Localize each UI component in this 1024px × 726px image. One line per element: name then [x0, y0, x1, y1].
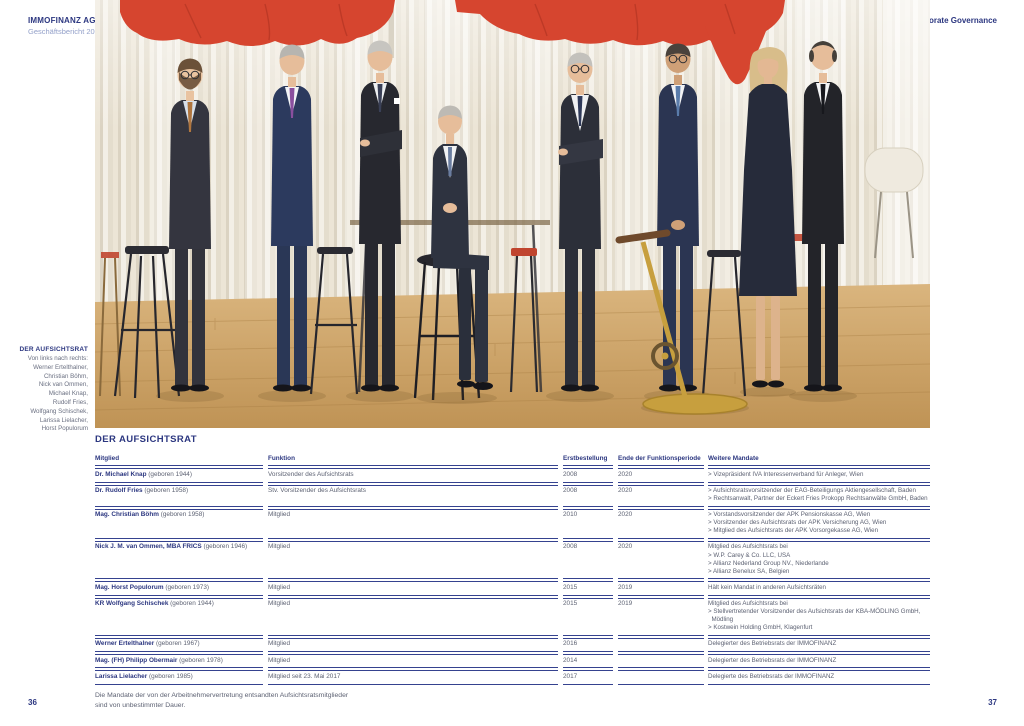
member-function: Mitglied [268, 508, 558, 539]
member-function: Mitglied [268, 597, 558, 636]
table-row: Dr. Michael Knap (geboren 1944) Vorsitze… [95, 468, 930, 483]
member-first-appointed: 2015 [563, 597, 613, 636]
member-born: (geboren 1958) [144, 487, 189, 495]
ceiling-pole [389, 0, 394, 58]
red-lamp [120, 0, 785, 85]
person-ertelthalner [169, 58, 211, 392]
photo-caption-title: DER AUFSICHTSRAT [19, 346, 88, 353]
report-header: IMMOFINANZ AG Geschäftsbericht 2017 [28, 16, 103, 36]
section-label: Corporate Governance [910, 16, 997, 25]
person-lielacher [739, 47, 797, 388]
member-name: Mag. Horst Populorum [95, 583, 164, 591]
photo-caption-names: Werner Ertelthalner, Christian Böhm, Nic… [30, 363, 88, 433]
person-fries [558, 52, 603, 392]
member-first-appointed: 2008 [563, 484, 613, 507]
member-other-mandates: Delegierter des Betriebsrats der IMMOFIN… [708, 654, 930, 669]
member-other-mandates: Delegierte des Betriebsrats der IMMOFINA… [708, 670, 930, 685]
member-born: (geboren 1967) [155, 640, 200, 648]
gold-scooter [615, 229, 748, 415]
member-other-mandates: > Vorstandsvorsitzender der APK Pensions… [708, 508, 930, 539]
member-born: (geboren 1946) [203, 543, 248, 551]
member-born: (geboren 1978) [179, 656, 223, 664]
member-term-end [618, 670, 704, 685]
member-other-mandates: Mitglied des Aufsichtsrats bei > Stellve… [708, 597, 930, 636]
member-first-appointed: 2015 [563, 581, 613, 596]
col-header-member: Mitglied [95, 453, 263, 467]
table-row: Larissa Lielacher (geboren 1985) Mitglie… [95, 670, 930, 685]
member-other-mandates: > Aufsichtsratsvorsitzender der EAG-Bete… [708, 484, 930, 507]
col-header-function: Funktion [268, 453, 558, 467]
lounge-chair [864, 147, 924, 259]
brand-subtitle: Geschäftsbericht 2017 [28, 27, 104, 36]
person-van-ommen [359, 40, 402, 392]
page-number-right: 37 [988, 698, 997, 707]
member-term-end [618, 637, 704, 653]
member-born: (geboren 1944) [148, 470, 192, 478]
photo-caption-intro: Von links nach rechts: [27, 355, 88, 362]
member-born: (geboren 1973) [165, 583, 210, 591]
member-name: Mag. (FH) Philipp Obermair [95, 656, 178, 664]
col-header-first-appointed: Erstbestellung [563, 453, 613, 467]
member-term-end [618, 654, 704, 669]
member-born: (geboren 1958) [160, 511, 205, 519]
table-row: Mag. (FH) Philipp Obermair (geboren 1978… [95, 654, 930, 669]
member-name: Nick J. M. van Ommen, MBA FRICS [95, 543, 202, 551]
member-function: Mitglied [268, 654, 558, 669]
member-other-mandates: Hält kein Mandat in anderen Aufsichtsrät… [708, 581, 930, 596]
member-other-mandates: Mitglied des Aufsichtsrats bei > W.P. Ca… [708, 540, 930, 580]
member-name: Werner Ertelthalner [95, 640, 155, 648]
member-first-appointed: 2008 [563, 468, 613, 483]
page-number-left: 36 [28, 698, 37, 707]
table-row: Dr. Rudolf Fries (geboren 1958) Stv. Vor… [95, 484, 930, 507]
member-other-mandates: > Vizepräsident IVA Interessenverband fü… [708, 468, 930, 483]
person-knap-seated [431, 105, 493, 390]
person-schischek [657, 43, 699, 392]
person-boehm [271, 44, 313, 392]
member-other-mandates: Delegierter des Betriebsrats der IMMOFIN… [708, 637, 930, 653]
col-header-term-end: Ende der Funktionsperiode [618, 453, 704, 467]
member-born: (geboren 1985) [149, 672, 193, 680]
table-row: Nick J. M. van Ommen, MBA FRICS (geboren… [95, 540, 930, 580]
person-populorum [802, 41, 844, 392]
table-row: Werner Ertelthalner (geboren 1967) Mitgl… [95, 637, 930, 653]
board-photo [95, 0, 930, 428]
member-function: Stv. Vorsitzender des Aufsichtsrats [268, 484, 558, 507]
photo-caption: DER AUFSICHTSRAT Von links nach rechts: … [0, 346, 88, 434]
table-row: Mag. Christian Böhm (geboren 1958) Mitgl… [95, 508, 930, 539]
member-function: Mitglied [268, 637, 558, 653]
member-first-appointed: 2010 [563, 508, 613, 539]
footnote: Die Mandate der von der Arbeitnehmervert… [95, 691, 349, 709]
member-term-end: 2019 [618, 597, 704, 636]
member-name: Dr. Michael Knap [95, 470, 147, 478]
col-header-other-mandates: Weitere Mandate [708, 453, 930, 467]
member-term-end: 2020 [618, 484, 704, 507]
member-function: Mitglied seit 23. Mai 2017 [268, 670, 558, 685]
member-function: Mitglied [268, 581, 558, 596]
table-row: Mag. Horst Populorum (geboren 1973) Mitg… [95, 581, 930, 596]
table-row: KR Wolfgang Schischek (geboren 1944) Mit… [95, 597, 930, 636]
member-function: Mitglied [268, 540, 558, 580]
member-term-end: 2020 [618, 508, 704, 539]
board-photo-illustration [95, 0, 930, 428]
member-name: Dr. Rudolf Fries [95, 487, 143, 495]
member-first-appointed: 2016 [563, 637, 613, 653]
member-first-appointed: 2014 [563, 654, 613, 669]
table-title: DER AUFSICHTSRAT [95, 434, 197, 445]
board-table: Mitglied Funktion Erstbestellung Ende de… [95, 453, 930, 685]
member-term-end: 2020 [618, 468, 704, 483]
member-first-appointed: 2017 [563, 670, 613, 685]
member-function: Vorsitzender des Aufsichtsrats [268, 468, 558, 483]
member-name: KR Wolfgang Schischek [95, 600, 169, 608]
table-header-row: Mitglied Funktion Erstbestellung Ende de… [95, 453, 930, 467]
brand-title: IMMOFINANZ AG [28, 16, 96, 25]
member-name: Larissa Lielacher [95, 672, 148, 680]
board-section: DER AUFSICHTSRAT Mitglied Funktion Erstb… [95, 434, 930, 711]
member-term-end: 2020 [618, 540, 704, 580]
member-name: Mag. Christian Böhm [95, 511, 159, 519]
member-first-appointed: 2008 [563, 540, 613, 580]
member-term-end: 2019 [618, 581, 704, 596]
member-born: (geboren 1944) [170, 600, 214, 608]
